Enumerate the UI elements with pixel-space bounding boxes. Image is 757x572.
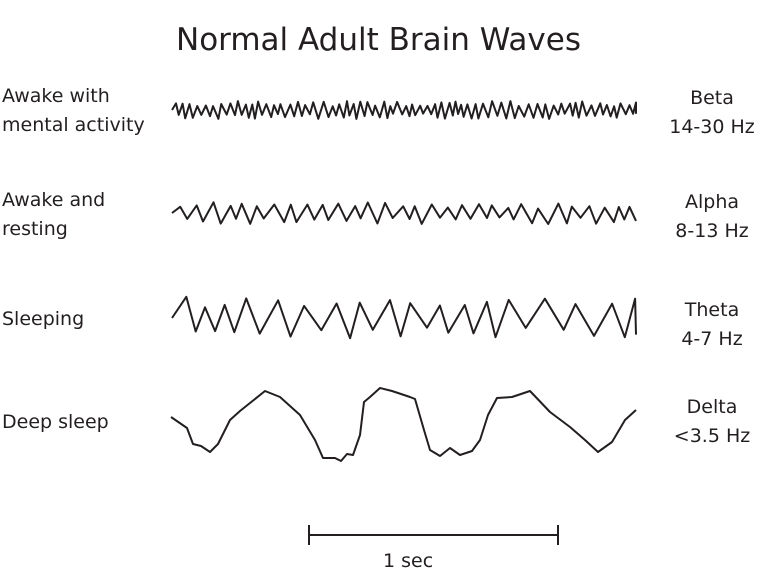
theta-band-label: Theta 4-7 Hz bbox=[681, 299, 743, 350]
scale-bar bbox=[308, 525, 559, 545]
theta-state-label: Sleeping bbox=[2, 308, 85, 330]
alpha-state-label: Awake and resting bbox=[2, 189, 106, 240]
beta-band-label: Beta 14-30 Hz bbox=[669, 87, 755, 138]
alpha-wave bbox=[171, 201, 637, 225]
beta-state-label: Awake with mental activity bbox=[2, 85, 145, 136]
alpha-band-label: Alpha 8-13 Hz bbox=[675, 191, 749, 242]
scale-bar-label: 1 sec bbox=[383, 550, 434, 572]
beta-wave bbox=[171, 100, 637, 120]
diagram-title: Normal Adult Brain Waves bbox=[176, 22, 581, 58]
delta-band-label: Delta <3.5 Hz bbox=[673, 396, 751, 447]
theta-wave bbox=[171, 295, 637, 340]
delta-state-label: Deep sleep bbox=[2, 411, 109, 433]
delta-wave bbox=[170, 387, 637, 462]
